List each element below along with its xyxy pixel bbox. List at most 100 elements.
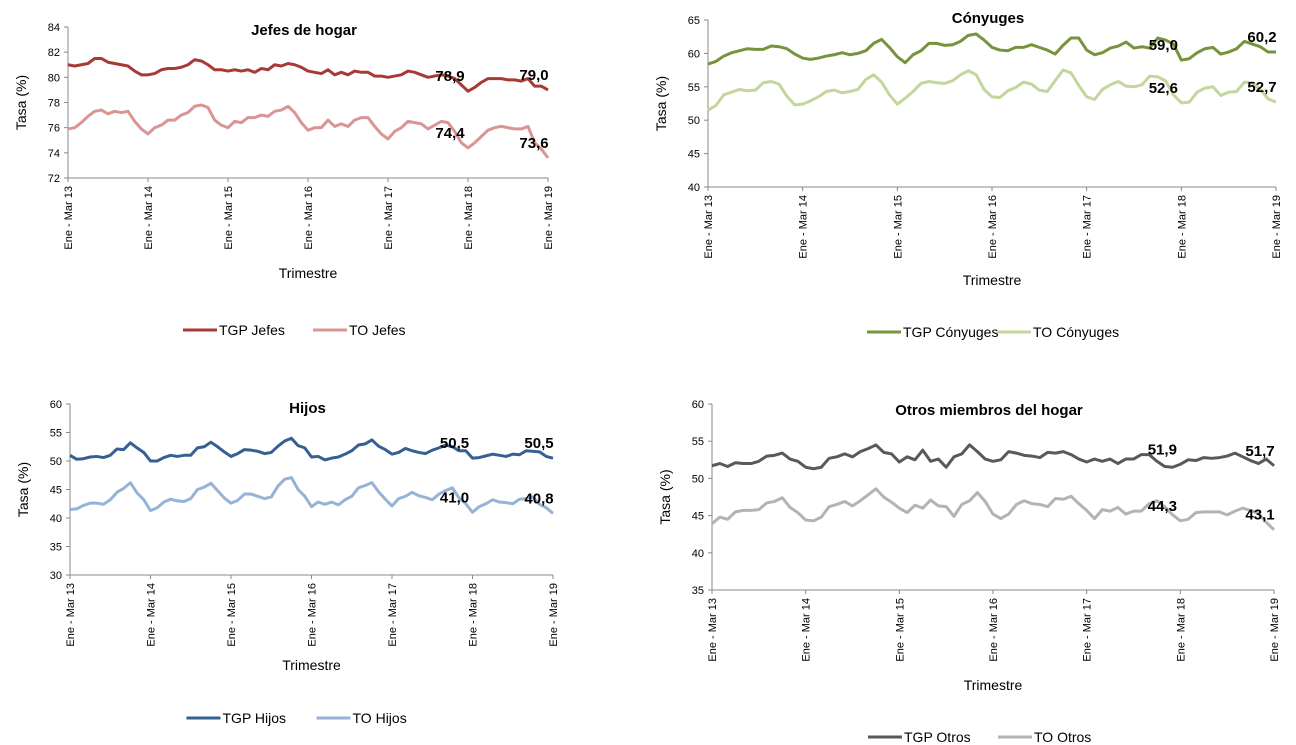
x-tick-label: Ene - Mar 17 [387,583,399,647]
x-tick-label: Ene - Mar 18 [1176,195,1188,259]
series-line [707,68,1277,112]
y-tick-label: 40 [692,548,704,560]
x-tick-label: Ene - Mar 18 [468,583,480,647]
x-tick-label: Ene - Mar 13 [63,186,75,250]
y-tick-label: 78 [48,98,60,110]
x-tick-label: Ene - Mar 15 [223,186,235,250]
x-tick-label: Ene - Mar 13 [65,583,77,647]
series-line [69,436,554,463]
y-tick-label: 50 [50,456,62,468]
x-tick-label: Ene - Mar 14 [798,195,810,259]
x-axis-label: Trimestre [282,657,341,673]
legend-label: TGP Hijos [223,710,287,726]
y-tick-label: 45 [50,485,62,497]
x-tick-label: Ene - Mar 16 [303,186,315,250]
y-tick-label: 55 [688,82,700,94]
legend-label: TGP Cónyuges [903,324,998,340]
series-line [707,32,1276,66]
x-tick-label: Ene - Mar 17 [383,186,395,250]
data-label: 50,5 [440,435,469,452]
chart-title: Hijos [289,400,326,417]
chart-title: Cónyuges [952,10,1025,27]
data-label: 51,9 [1148,441,1177,458]
legend-label: TO Jefes [349,322,406,338]
x-tick-label: Ene - Mar 19 [1271,195,1283,259]
data-label: 79,0 [519,67,548,84]
y-tick-label: 45 [688,149,700,161]
y-tick-label: 76 [48,123,60,135]
series-line [711,443,1275,471]
x-tick-label: Ene - Mar 13 [707,598,719,662]
x-tick-label: Ene - Mar 13 [703,195,715,259]
x-tick-label: Ene - Mar 14 [143,186,155,250]
y-tick-label: 74 [48,148,60,160]
data-label: 52,7 [1247,79,1276,96]
x-tick-label: Ene - Mar 17 [1082,195,1094,259]
y-tick-label: 45 [692,511,704,523]
y-tick-label: 82 [48,47,60,59]
data-label: 59,0 [1149,37,1178,54]
x-tick-label: Ene - Mar 15 [892,195,904,259]
data-label: 78,9 [435,68,464,85]
data-label: 73,6 [519,135,548,152]
data-label: 41,0 [440,489,469,506]
y-tick-label: 80 [48,72,60,84]
y-tick-label: 35 [50,542,62,554]
y-tick-label: 72 [48,173,60,185]
data-label: 40,8 [524,490,553,507]
y-axis-label: Tasa (%) [653,76,669,131]
x-tick-label: Ene - Mar 19 [1269,598,1281,662]
y-axis-label: Tasa (%) [13,75,29,130]
y-tick-label: 30 [50,570,62,582]
y-tick-label: 50 [688,115,700,127]
x-tick-label: Ene - Mar 19 [543,186,555,250]
x-tick-label: Ene - Mar 16 [987,195,999,259]
y-tick-label: 60 [50,399,62,411]
series-line [67,103,550,159]
x-axis-label: Trimestre [963,272,1022,288]
legend-label: TGP Jefes [219,322,285,338]
y-tick-label: 40 [50,513,62,525]
x-tick-label: Ene - Mar 19 [548,583,560,647]
data-label: 52,6 [1149,80,1178,97]
y-tick-label: 50 [692,473,704,485]
x-tick-label: Ene - Mar 14 [801,598,813,662]
y-tick-label: 65 [688,15,700,27]
x-tick-label: Ene - Mar 18 [463,186,475,250]
y-tick-label: 55 [692,436,704,448]
chart-title: Otros miembros del hogar [895,402,1083,419]
data-label: 51,7 [1245,443,1274,460]
legend-label: TGP Otros [904,729,971,745]
series-line [67,56,549,93]
x-tick-label: Ene - Mar 18 [1175,598,1187,662]
data-label: 50,5 [524,435,553,452]
x-axis-label: Trimestre [279,265,338,281]
y-axis-label: Tasa (%) [15,462,31,517]
data-label: 60,2 [1247,29,1276,46]
y-tick-label: 55 [50,428,62,440]
y-tick-label: 60 [688,48,700,60]
x-tick-label: Ene - Mar 14 [146,583,158,647]
series-line [711,487,1276,531]
legend-label: TO Otros [1034,729,1091,745]
x-tick-label: Ene - Mar 16 [988,598,1000,662]
data-label: 44,3 [1148,498,1177,515]
data-label: 43,1 [1245,507,1274,524]
y-tick-label: 40 [688,182,700,194]
series-line [69,476,554,515]
x-tick-label: Ene - Mar 16 [307,583,319,647]
x-tick-label: Ene - Mar 15 [894,598,906,662]
legend-label: TO Hijos [353,710,407,726]
x-axis-label: Trimestre [964,677,1023,693]
chart-title: Jefes de hogar [251,22,357,39]
y-axis-label: Tasa (%) [657,469,673,524]
y-tick-label: 60 [692,399,704,411]
x-tick-label: Ene - Mar 17 [1082,598,1094,662]
y-tick-label: 35 [692,585,704,597]
y-tick-label: 84 [48,22,60,34]
x-tick-label: Ene - Mar 15 [226,583,238,647]
data-label: 74,4 [435,125,465,142]
legend-label: TO Cónyuges [1033,324,1119,340]
